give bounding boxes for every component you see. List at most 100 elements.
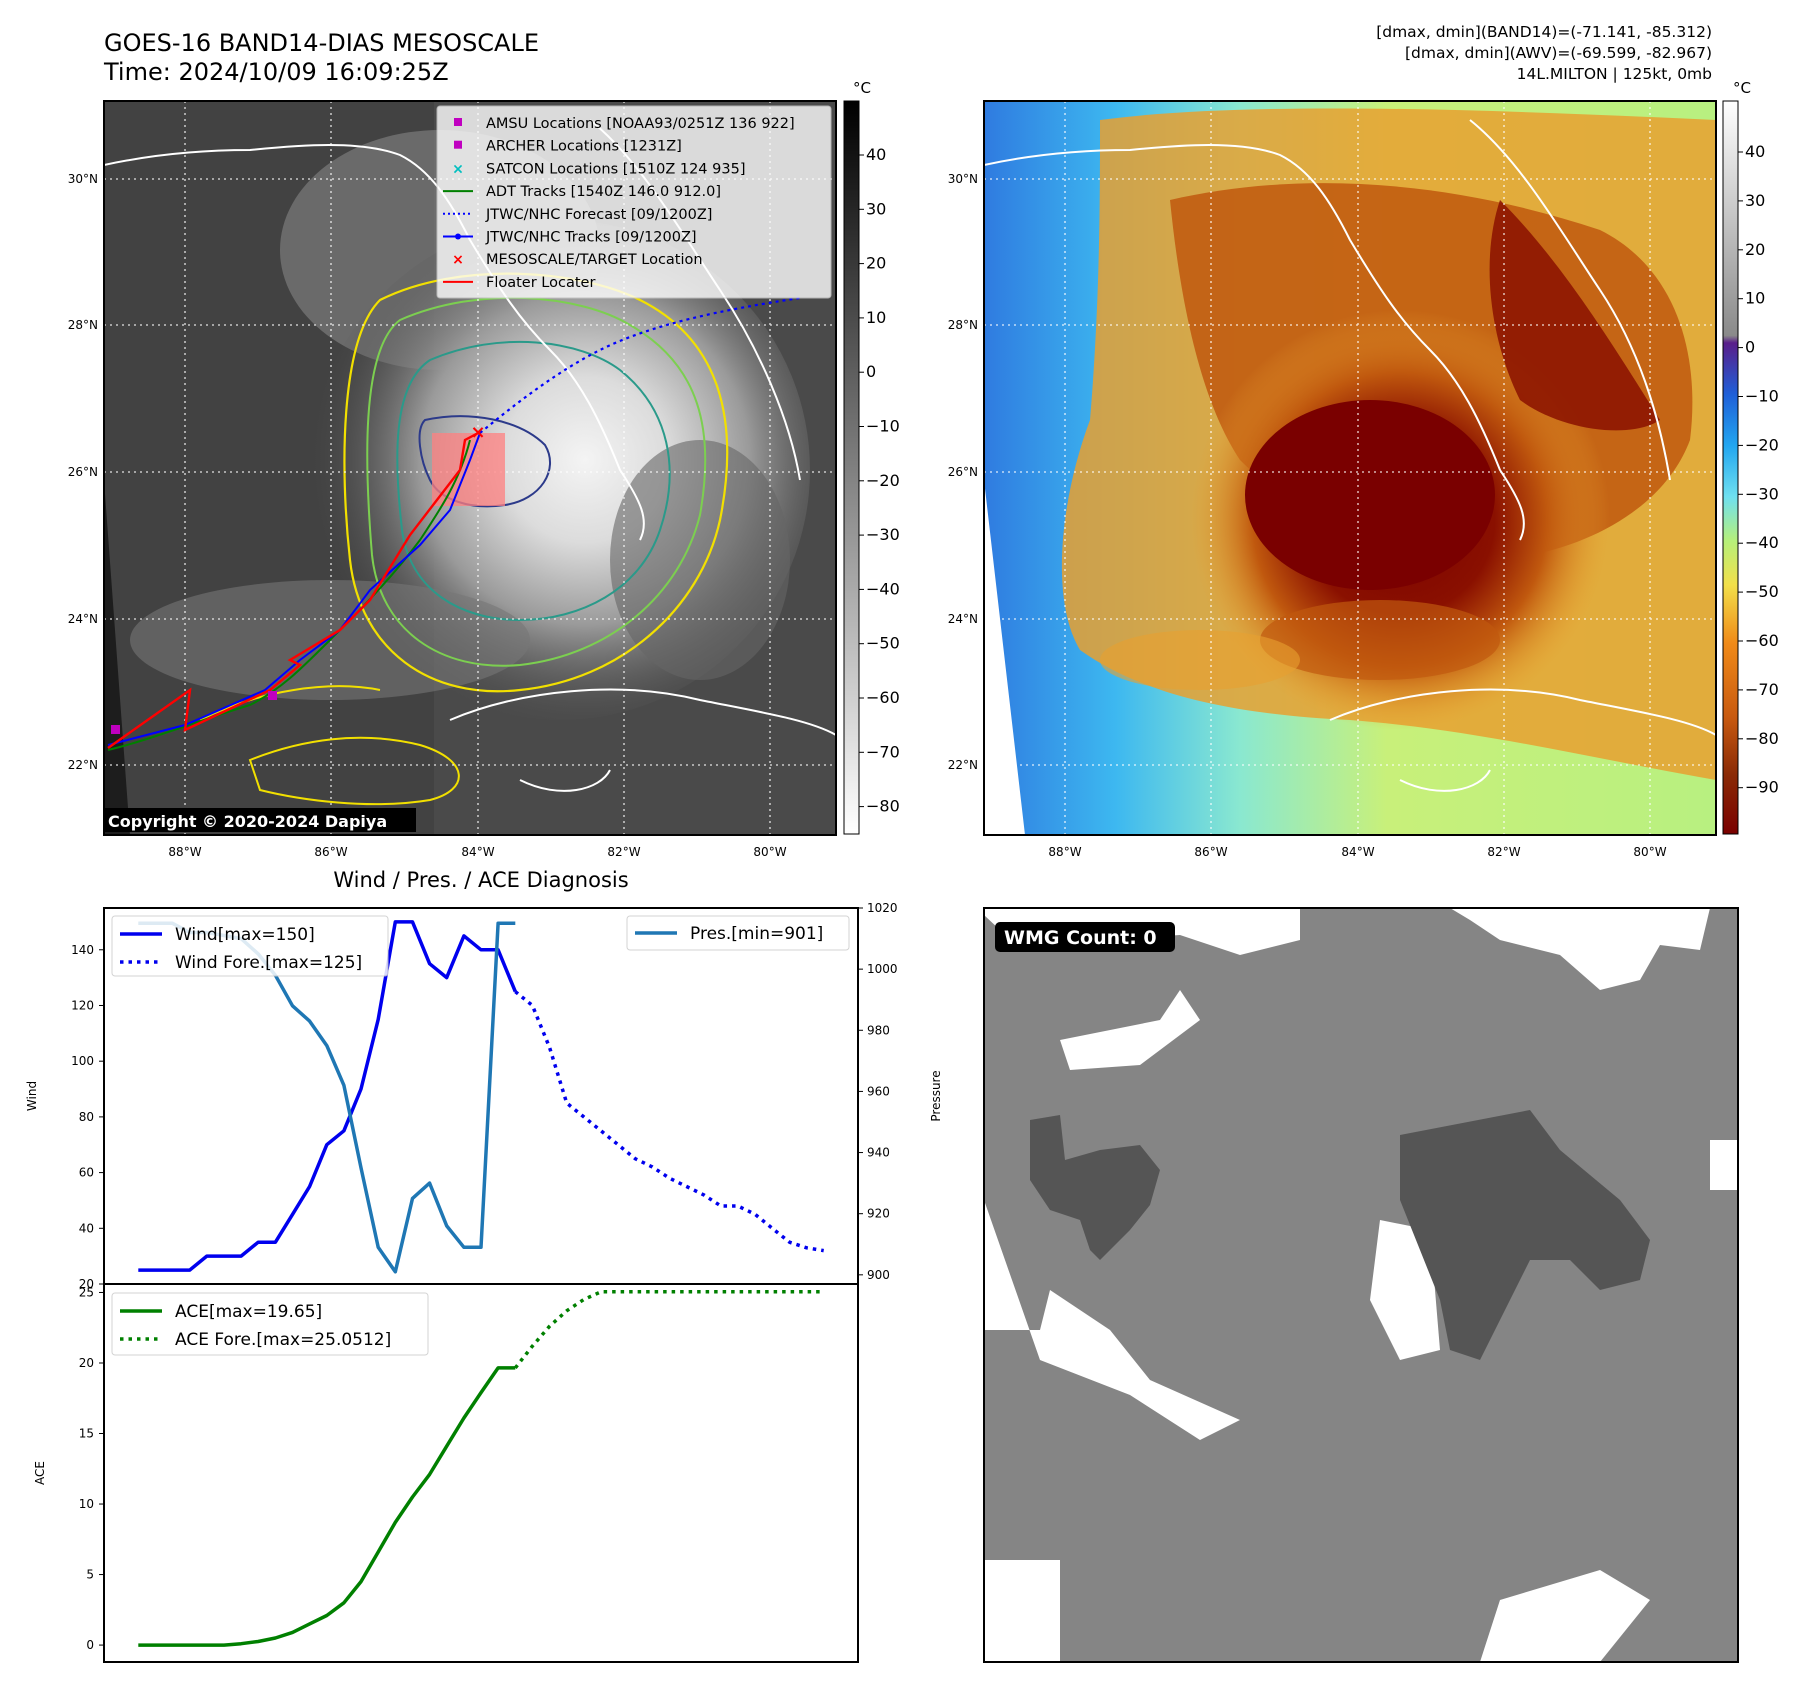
awv-lon-label: 84°W: [1341, 845, 1374, 859]
legend-label: ADT Tracks [1540Z 146.0 912.0]: [486, 184, 721, 200]
ir-lon-label: 86°W: [314, 845, 347, 859]
ace-legend-label: ACE Fore.[max=25.0512]: [175, 1330, 391, 1350]
pressure-tick-label: 1020: [867, 901, 898, 915]
pressure-tick-label: 1000: [867, 962, 898, 976]
ace-series-line-0: [138, 1366, 516, 1647]
ace-tick-label: 5: [86, 1568, 94, 1582]
wind-tick-label: 140: [71, 943, 94, 957]
ir-colorbar-tick-label: −30: [866, 525, 900, 544]
awv-colorbar-tick-label: 20: [1745, 240, 1765, 259]
awv-lat-label: 22°N: [948, 758, 978, 772]
awv-colorbar-unit: °C: [1733, 79, 1751, 97]
wind-tick-label: 120: [71, 998, 94, 1012]
ir-lat-label: 26°N: [68, 465, 98, 479]
wind-tick-label: 20: [79, 1277, 94, 1291]
wind-pressure-panel: 20 40 60 80 100 120 140 900 920 940 960 980 1000 1020…: [71, 901, 897, 1291]
legend-label: MESOSCALE/TARGET Location: [486, 252, 703, 268]
awv-lat-label: 30°N: [948, 172, 978, 186]
ace-axis-label: ACE: [33, 1461, 47, 1485]
wmg-count-text: WMG Count: 0: [1004, 927, 1157, 949]
ir-colorbar-tick-label: 40: [866, 145, 886, 164]
awv-lon-label: 88°W: [1048, 845, 1081, 859]
band14-range-text: [dmax, dmin](BAND14)=(-71.141, -85.312): [1376, 23, 1712, 41]
ace-legend-label: ACE[max=19.65]: [175, 1302, 322, 1322]
legend-marker: ×: [452, 161, 464, 177]
storm-info-text: 14L.MILTON | 125kt, 0mb: [1517, 65, 1712, 83]
awv-colorbar-tick-label: −70: [1745, 680, 1779, 699]
legend-marker: [454, 118, 462, 126]
wmg-panel: [984, 908, 1738, 1662]
legend-marker: [454, 140, 462, 149]
ir-colorbar-tick-label: −20: [866, 471, 900, 490]
wmg-count-badge: [995, 922, 1175, 952]
ir-colorbar-tick-label: −80: [866, 797, 900, 816]
ir-colorbar-tick-label: −10: [866, 417, 900, 436]
awv-colorbar-tick-label: −80: [1745, 729, 1779, 748]
legend-label: AMSU Locations [NOAA93/0251Z 136 922]: [486, 116, 795, 132]
ace-tick-label: 0: [86, 1638, 94, 1652]
pressure-tick-label: 960: [867, 1084, 890, 1098]
ir-lat-label: 22°N: [68, 758, 98, 772]
wind-axis-label: Wind: [25, 1081, 39, 1111]
awv-lon-label: 80°W: [1633, 845, 1666, 859]
ace-tick-label: 20: [79, 1356, 94, 1370]
ir-colorbar: [843, 100, 860, 835]
awv-colorbar-tick-label: 10: [1745, 289, 1765, 308]
ace-tick-label: 25: [79, 1285, 94, 1299]
awv-lat-label: 24°N: [948, 612, 978, 626]
ir-lon-label: 88°W: [168, 845, 201, 859]
ir-lat-label: 24°N: [68, 612, 98, 626]
ir-colorbar-unit: °C: [853, 79, 871, 97]
awv-colorbar-tick-label: 40: [1745, 142, 1765, 161]
ir-colorbar-tick-label: 0: [866, 362, 876, 381]
awv-lat-label: 28°N: [948, 318, 978, 332]
awv-colorbar-tick-label: −60: [1745, 631, 1779, 650]
wind-legend-label: Wind Fore.[max=125]: [175, 953, 362, 973]
awv-color-map: [984, 101, 1716, 835]
ir-colorbar-tick-label: 20: [866, 254, 886, 273]
ir-lon-label: 84°W: [461, 845, 494, 859]
awv-lon-label: 86°W: [1194, 845, 1227, 859]
awv-colorbar-tick-label: −30: [1745, 484, 1779, 503]
awv-colorbar-tick-label: −40: [1745, 533, 1779, 552]
ir-lon-label: 80°W: [753, 845, 786, 859]
ir-colorbar-tick-label: 30: [866, 199, 886, 218]
legend-label: JTWC/NHC Tracks [09/1200Z]: [485, 230, 697, 246]
awv-colorbar-tick-label: 30: [1745, 191, 1765, 210]
svg-text:×: ×: [470, 422, 485, 443]
wind-legend: Wind[max=150] Wind Fore.[max=125]: [111, 915, 389, 977]
pressure-legend: Pres.[min=901]: [626, 915, 850, 951]
awv-colorbar-tick-label: −90: [1745, 778, 1779, 797]
legend-marker-dot: [455, 233, 461, 240]
ir-colorbar-tick-label: −70: [866, 742, 900, 761]
ir-lon-label: 82°W: [607, 845, 640, 859]
ace-series-line-1: [513, 1290, 824, 1369]
pressure-tick-label: 920: [867, 1207, 890, 1221]
figure-time: Time: 2024/10/09 16:09:25Z: [103, 58, 449, 86]
ir-colorbar-tick-label: −40: [866, 579, 900, 598]
series-line-1: [514, 990, 824, 1253]
awv-colorbar-tick-label: 0: [1745, 338, 1755, 357]
ir-colorbar-tick-label: −50: [866, 634, 900, 653]
pressure-tick-label: 940: [867, 1146, 890, 1160]
ir-lat-label: 30°N: [68, 172, 98, 186]
wind-tick-label: 60: [79, 1166, 94, 1180]
pressure-axis-label: Pressure: [929, 1070, 943, 1121]
awv-colorbar: [1722, 100, 1739, 835]
ace-tick-label: 10: [79, 1497, 94, 1511]
ace-panel-frame: [103, 1283, 859, 1663]
awv-lon-label: 82°W: [1487, 845, 1520, 859]
legend-label: Floater Locater: [486, 275, 595, 291]
legend-label: ARCHER Locations [1231Z]: [486, 139, 682, 155]
ir-colorbar-tick-label: −60: [866, 688, 900, 707]
ace-panel: 0 5 10 15 20 25 ACE[max=19.65] ACE Fore.[max=25…: [79, 1285, 824, 1652]
ace-tick-label: 15: [79, 1427, 94, 1441]
pressure-tick-label: 980: [867, 1023, 890, 1037]
ir-map-legend: AMSU Locations [NOAA93/0251Z 136 922] ARC…: [436, 105, 832, 299]
awv-colorbar-tick-label: −50: [1745, 582, 1779, 601]
figure-title: GOES-16 BAND14-DIAS MESOSCALE: [104, 29, 539, 57]
awv-map-frame: [983, 100, 1717, 836]
legend-label: SATCON Locations [1510Z 124 935]: [486, 161, 745, 177]
pressure-tick-label: 900: [867, 1268, 890, 1282]
